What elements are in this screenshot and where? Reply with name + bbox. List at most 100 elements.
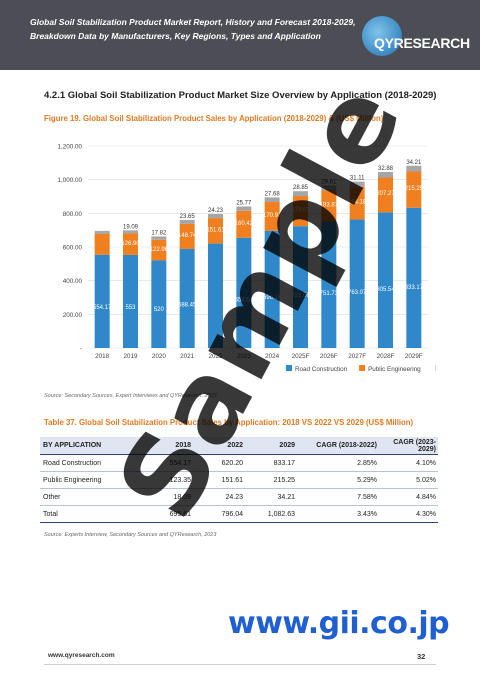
- qyresearch-logo-icon: [362, 16, 402, 56]
- bar-segment: [264, 197, 280, 203]
- data-label: 31.11: [350, 176, 365, 182]
- table-cell: 5.29%: [297, 471, 379, 489]
- bar-segment: [236, 237, 252, 348]
- data-label: 32.88: [378, 166, 394, 172]
- data-label: 160.42: [235, 221, 254, 227]
- bar-segment: [151, 236, 167, 240]
- bar-segment: [321, 221, 337, 348]
- figure-caption: Figure 19. Global Soil Stabilization Pro…: [44, 114, 384, 123]
- bar-segment: [293, 191, 308, 197]
- table-cell: 620.20: [193, 454, 245, 472]
- table-cell: 7.58%: [297, 488, 379, 506]
- data-label: 23.65: [180, 214, 196, 220]
- table-row: Public Engineering 123.35 151.61 215.25 …: [40, 471, 438, 489]
- table-cell: 151.61: [193, 471, 245, 489]
- footer-url: www.qyresearch.com: [48, 652, 115, 659]
- table-cell: 2.85%: [297, 454, 379, 472]
- table-header-row: BY APPLICATION 2018 2022 2029 CAGR (2018…: [40, 437, 438, 455]
- chart-source: Source: Secondary Sources, Expert Interv…: [44, 393, 217, 399]
- data-label: 833.17: [405, 285, 424, 291]
- bar-segment: [94, 233, 110, 255]
- data-label: 27.68: [265, 191, 281, 197]
- bar-segment: [179, 248, 195, 348]
- legend-swatch: [359, 365, 366, 371]
- bar-segment: [349, 219, 365, 348]
- table-cell: 833.17: [245, 454, 297, 472]
- x-tick-label: 2027F: [348, 353, 366, 360]
- bar-segment: [151, 239, 167, 261]
- report-title-line1: Global Soil Stabilization Product Market…: [30, 17, 356, 27]
- bar-segment: [208, 243, 223, 348]
- table-cell: 34.21: [245, 488, 297, 506]
- bar-segment: [349, 186, 365, 220]
- data-label: 207.27: [376, 191, 395, 197]
- bar-segment: [151, 260, 167, 348]
- x-tick-label: 2029F: [405, 353, 423, 360]
- data-label: 194.18: [348, 200, 367, 206]
- data-label: 148.74: [178, 233, 197, 239]
- table-cell: 215.25: [245, 471, 297, 489]
- legend-label: Road Construction: [295, 366, 348, 373]
- x-tick-label: 2022: [208, 353, 223, 360]
- bar-segment: [293, 196, 308, 227]
- table-cell: 24.23: [193, 488, 245, 506]
- table-cell: 1,082.63: [245, 505, 297, 523]
- legend-swatch: [286, 365, 292, 371]
- table-cell: 695.61: [145, 505, 193, 523]
- data-label: 126.90: [121, 241, 140, 247]
- table-cell: 3.43%: [297, 505, 379, 523]
- bar-segment: [321, 190, 337, 222]
- header-cell: CAGR (2018-2022): [297, 437, 379, 455]
- table-cell: 796.04: [193, 505, 245, 523]
- x-tick-label: 2019: [123, 353, 138, 360]
- data-label: 24.23: [208, 208, 224, 214]
- y-tick-label: -: [80, 346, 82, 353]
- data-label: 183.87: [320, 202, 339, 208]
- table-row: Road Construction 554.17 620.20 833.17 2…: [40, 454, 438, 472]
- bar-segment: [378, 171, 393, 178]
- table-total-row: Total 695.61 796.04 1,082.63 3.43% 4.30%: [40, 505, 438, 523]
- bar-segment: [179, 223, 195, 249]
- data-label: 29.61: [321, 180, 337, 186]
- table-source: Source: Experts Interview, Secondary Sou…: [44, 532, 217, 538]
- y-tick-label: 1,200.00: [57, 144, 82, 151]
- x-tick-label: 2021: [180, 353, 195, 360]
- section-heading: 4.2.1 Global Soil Stabilization Product …: [44, 90, 437, 101]
- data-label: 723.66: [291, 293, 310, 299]
- data-label: 170.91: [263, 213, 282, 219]
- data-label: 763.07: [348, 290, 367, 296]
- logo-text: QYRESEARCH: [374, 35, 470, 51]
- application-sales-table: BY APPLICATION 2018 2022 2029 CAGR (2018…: [40, 437, 438, 523]
- y-tick-label: 600.00: [63, 245, 83, 252]
- gii-watermark: www.gii.co.jp: [228, 606, 450, 641]
- bar-segment: [94, 254, 110, 348]
- legend-swatch: [435, 365, 436, 371]
- data-label: 588.45: [178, 302, 197, 308]
- bar-segment: [406, 171, 422, 208]
- bar-segment: [208, 218, 223, 244]
- data-label: 554.17: [93, 305, 112, 311]
- x-tick-label: 2020: [152, 353, 167, 360]
- bar-segment: [406, 165, 422, 172]
- stacked-bar-chart: - 200.00 400.00 600.00 800.00 1,000.00 1,200.0…: [57, 144, 436, 373]
- data-label: 179.03: [291, 208, 310, 214]
- data-label: 17.82: [151, 230, 167, 236]
- table-caption: Table 37. Global Soil Stabilization Prod…: [44, 418, 414, 427]
- data-label: 654.54: [235, 298, 254, 304]
- x-tick-label: 2026F: [320, 353, 338, 360]
- table-cell: Total: [40, 505, 145, 523]
- bar-segment: [179, 219, 195, 224]
- bar-segment: [123, 230, 138, 234]
- data-label: 34.21: [406, 160, 422, 166]
- data-label: 25.77: [236, 200, 252, 206]
- table-cell: 554.17: [145, 454, 193, 472]
- bar-segment: [321, 185, 337, 191]
- y-tick-label: 200.00: [63, 312, 83, 319]
- header-cell: 2029: [245, 437, 297, 455]
- bar-segment: [349, 181, 365, 187]
- data-label: 520: [154, 307, 165, 313]
- legend-label: Public Engineering: [368, 366, 421, 373]
- table-cell: 4.10%: [379, 454, 438, 472]
- bar-segment: [406, 207, 422, 348]
- page-number: 32: [417, 652, 426, 661]
